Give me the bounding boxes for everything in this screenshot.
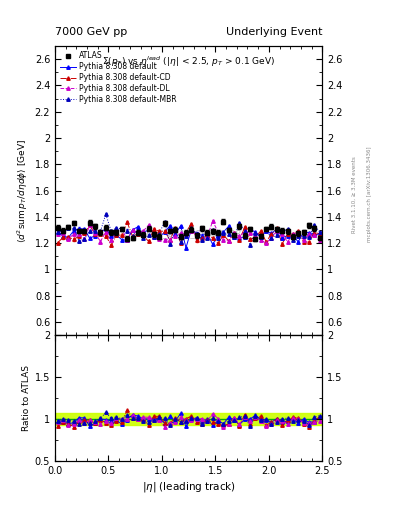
Legend: ATLAS, Pythia 8.308 default, Pythia 8.308 default-CD, Pythia 8.308 default-DL, P: ATLAS, Pythia 8.308 default, Pythia 8.30… <box>59 50 178 105</box>
Text: 7000 GeV pp: 7000 GeV pp <box>55 28 127 37</box>
Y-axis label: $\langle d^2 \mathrm{sum}\, p_T/d\eta d\phi \rangle$ [GeV]: $\langle d^2 \mathrm{sum}\, p_T/d\eta d\… <box>16 139 31 243</box>
X-axis label: $|\eta|$ (leading track): $|\eta|$ (leading track) <box>141 480 236 494</box>
Text: Underlying Event: Underlying Event <box>226 28 322 37</box>
Y-axis label: Ratio to ATLAS: Ratio to ATLAS <box>22 365 31 431</box>
Text: ATLAS_2010_S8894728: ATLAS_2010_S8894728 <box>136 229 242 239</box>
Text: Rivet 3.1.10, ≥ 3.3M events: Rivet 3.1.10, ≥ 3.3M events <box>352 156 357 233</box>
Text: mcplots.cern.ch [arXiv:1306.3436]: mcplots.cern.ch [arXiv:1306.3436] <box>367 147 373 242</box>
Text: $\Sigma(p_T)$ vs $\eta^{lead}$ ($|\eta|$ < 2.5, $p_T$ > 0.1 GeV): $\Sigma(p_T)$ vs $\eta^{lead}$ ($|\eta|$… <box>102 55 275 69</box>
